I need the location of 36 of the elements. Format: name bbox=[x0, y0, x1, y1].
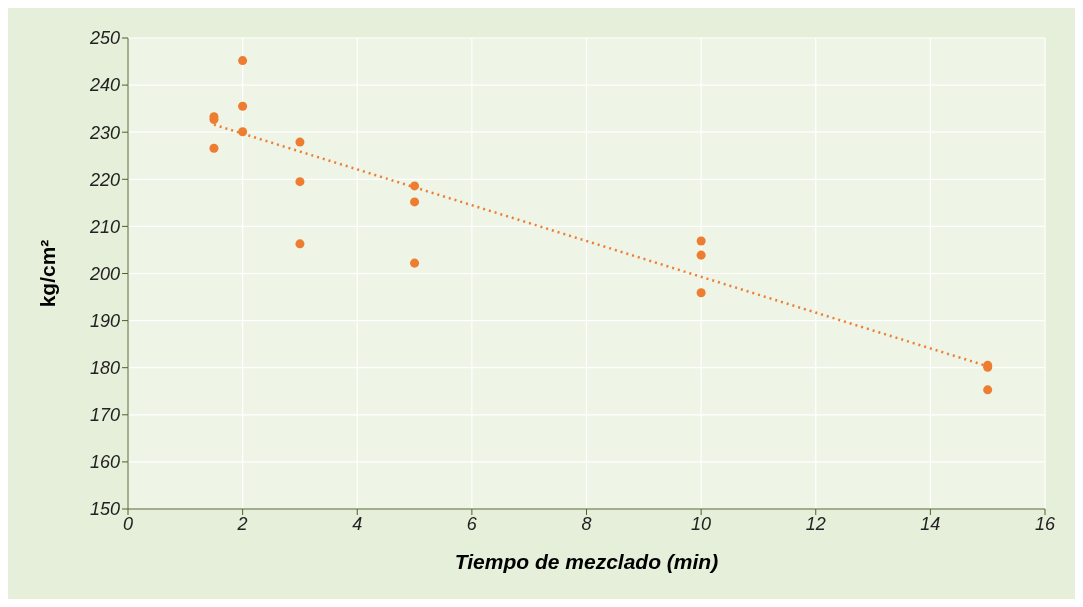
y-tick-label: 250 bbox=[88, 28, 120, 49]
y-tick-label: 210 bbox=[88, 216, 120, 237]
point bbox=[410, 258, 420, 268]
x-tick-label: 4 bbox=[352, 513, 363, 534]
y-tick-label: 160 bbox=[89, 452, 120, 473]
x-tick-label: 14 bbox=[920, 513, 941, 534]
y-tick-label: 170 bbox=[89, 405, 120, 426]
point bbox=[295, 239, 305, 249]
x-tick-label: 2 bbox=[236, 513, 248, 534]
y-tick-label: 220 bbox=[88, 169, 120, 190]
point bbox=[410, 197, 420, 207]
y-tick-label: 200 bbox=[88, 263, 120, 284]
point bbox=[238, 56, 248, 66]
y-tick-label: 240 bbox=[88, 75, 120, 96]
x-tick-label: 8 bbox=[581, 513, 592, 534]
point bbox=[238, 101, 248, 111]
x-tick-label: 16 bbox=[1034, 513, 1056, 534]
point bbox=[696, 288, 706, 298]
y-tick-label: 230 bbox=[88, 122, 120, 143]
x-tick-label: 6 bbox=[466, 513, 478, 534]
point bbox=[410, 181, 420, 191]
x-tick-label: 12 bbox=[805, 513, 826, 534]
point bbox=[209, 143, 219, 153]
y-axis-title: kg/cm² bbox=[36, 239, 60, 308]
point bbox=[295, 137, 305, 147]
x-tick-label: 10 bbox=[691, 513, 712, 534]
y-tick-label: 150 bbox=[89, 499, 120, 520]
x-tick-label: 0 bbox=[122, 513, 134, 534]
point bbox=[696, 250, 706, 260]
point bbox=[983, 385, 993, 395]
y-tick-label: 190 bbox=[89, 310, 120, 331]
point bbox=[696, 236, 706, 246]
y-tick-label: 180 bbox=[89, 358, 120, 379]
point bbox=[238, 127, 248, 137]
x-axis-title: Tiempo de mezclado (min) bbox=[454, 550, 719, 573]
point bbox=[295, 177, 305, 187]
